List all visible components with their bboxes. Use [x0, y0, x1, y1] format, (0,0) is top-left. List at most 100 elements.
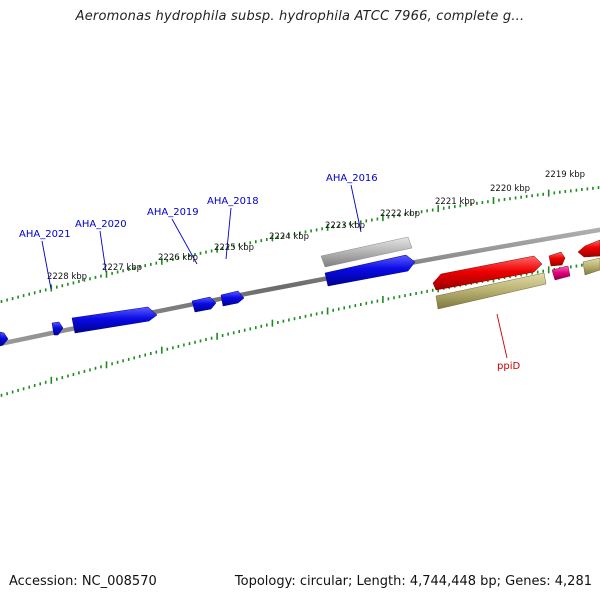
kbp-label: 2226 kbp — [158, 253, 198, 263]
inner-scale-tick — [277, 321, 279, 324]
gene-arrow-olive[interactable] — [435, 272, 547, 310]
outer-scale-tick — [44, 288, 47, 292]
gene-arrow-left-edge[interactable] — [0, 331, 9, 347]
inner-scale-tick — [61, 376, 64, 380]
outer-scale-tick — [409, 212, 412, 215]
inner-scale-tick — [56, 377, 58, 381]
inner-scale-tick — [315, 312, 318, 316]
outer-scale-tick — [138, 265, 141, 269]
inner-scale-tick — [0, 393, 3, 397]
outer-scale-tick — [6, 298, 8, 302]
inner-scale-tick — [398, 295, 401, 299]
outer-scale-tick — [415, 211, 417, 215]
outer-scale-tick — [0, 300, 3, 303]
gene-label-aha-2016[interactable]: AHA_2016 — [326, 173, 378, 184]
inner-scale-tick — [11, 390, 14, 394]
inner-scale-tick — [536, 270, 539, 274]
gene-label-aha-2021[interactable]: AHA_2021 — [19, 229, 71, 240]
inner-scale-tick — [293, 317, 296, 321]
gene-arrow-ppid[interactable] — [432, 255, 543, 291]
outer-scale-tick — [56, 285, 58, 289]
inner-scale-tick — [321, 311, 323, 315]
reverse-strand-genes — [0, 255, 600, 347]
gene-label-aha-2020[interactable]: AHA_2020 — [75, 219, 127, 230]
gene-arrow-red-right[interactable] — [577, 239, 600, 258]
inner-scale-tick — [78, 371, 80, 375]
kbp-label: 2221 kbp — [435, 197, 475, 207]
outer-scale-tick — [122, 269, 124, 273]
gene-label-aha-2019[interactable]: AHA_2019 — [147, 207, 199, 218]
inner-scale-tick — [288, 318, 290, 322]
outer-scale-tick — [100, 274, 102, 278]
leader-line-aha-2021 — [41, 240, 52, 290]
inner-scale-tick — [332, 308, 334, 312]
outer-scale-tick — [199, 251, 202, 255]
outer-scale-tick — [332, 225, 334, 229]
gene-arrow-aha-2019[interactable] — [191, 296, 217, 313]
outer-scale-tick — [354, 221, 357, 225]
outer-scale-tick — [586, 187, 589, 191]
inner-scale-tick — [210, 336, 213, 340]
gene-arrow-aha-2018[interactable] — [220, 290, 245, 307]
outer-scale-tick — [448, 205, 450, 209]
inner-scale-tick — [172, 346, 174, 350]
outer-scale-tick — [17, 295, 19, 299]
inner-scale-tick — [177, 344, 180, 348]
kbp-label: 2223 kbp — [325, 221, 365, 231]
inner-scale-tick — [348, 305, 351, 309]
outer-scale-tick — [547, 189, 550, 197]
inner-scale-tick — [155, 350, 158, 354]
outer-scale-tick — [155, 261, 158, 265]
kbp-label: 2224 kbp — [269, 232, 309, 242]
inner-scale-tick — [404, 294, 406, 298]
outer-scale-tick — [442, 206, 445, 210]
inner-scale-tick — [426, 289, 428, 293]
inner-scale-tick — [575, 264, 578, 268]
inner-scale-tick — [111, 362, 113, 366]
outer-scale-tick — [520, 195, 522, 199]
inner-scale-tick — [570, 265, 572, 269]
gene-arrow-red-small[interactable] — [548, 251, 566, 267]
inner-scale-tick — [227, 332, 229, 336]
outer-scale-tick — [509, 197, 511, 201]
inner-scale-tick — [420, 290, 423, 294]
outer-scale-tick — [536, 193, 539, 197]
inner-scale-tick — [531, 271, 533, 275]
inner-scale-tick — [360, 303, 362, 306]
outer-scale-tick — [525, 194, 528, 198]
outer-scale-tick — [387, 215, 390, 219]
inner-scale-tick — [260, 324, 263, 328]
outer-scale-tick — [470, 202, 473, 206]
inner-scale-tick — [199, 339, 202, 343]
gene-label-aha-2018[interactable]: AHA_2018 — [207, 196, 259, 207]
gene-label-ppid[interactable]: ppiD — [497, 361, 520, 372]
inner-scale-tick — [376, 299, 379, 303]
outer-scale-tick — [67, 282, 69, 286]
kbp-label: 2228 kbp — [47, 272, 87, 282]
inner-scale-tick — [127, 357, 130, 361]
gene-arrow-grey[interactable] — [320, 236, 413, 268]
leader-line-aha-2019 — [171, 218, 198, 265]
outer-scale-tick — [514, 196, 517, 200]
kbp-label: 2219 kbp — [545, 170, 585, 180]
outer-scale-tick — [337, 224, 340, 228]
outer-scale-tick — [465, 203, 467, 207]
outer-scale-tick — [315, 228, 318, 232]
gene-arrow-aha-2021[interactable] — [51, 321, 64, 336]
inner-scale-tick — [105, 361, 108, 369]
inner-scale-tick — [150, 352, 152, 355]
outer-scale-tick — [216, 245, 218, 253]
outer-scale-tick — [570, 189, 572, 193]
gene-arrow-olive-right[interactable] — [582, 257, 600, 276]
gene-arrow-magenta[interactable] — [551, 265, 571, 281]
inner-scale-tick — [310, 313, 312, 317]
gene-arrow-aha-2016[interactable] — [324, 254, 416, 287]
inner-scale-tick — [6, 392, 8, 396]
outer-scale-tick — [288, 233, 290, 237]
inner-scale-tick — [354, 304, 357, 308]
kbp-label: 2220 kbp — [490, 184, 530, 194]
gene-arrow-aha-2020[interactable] — [71, 306, 158, 334]
outer-scale-tick — [238, 243, 240, 247]
outer-scale-tick — [481, 201, 484, 204]
